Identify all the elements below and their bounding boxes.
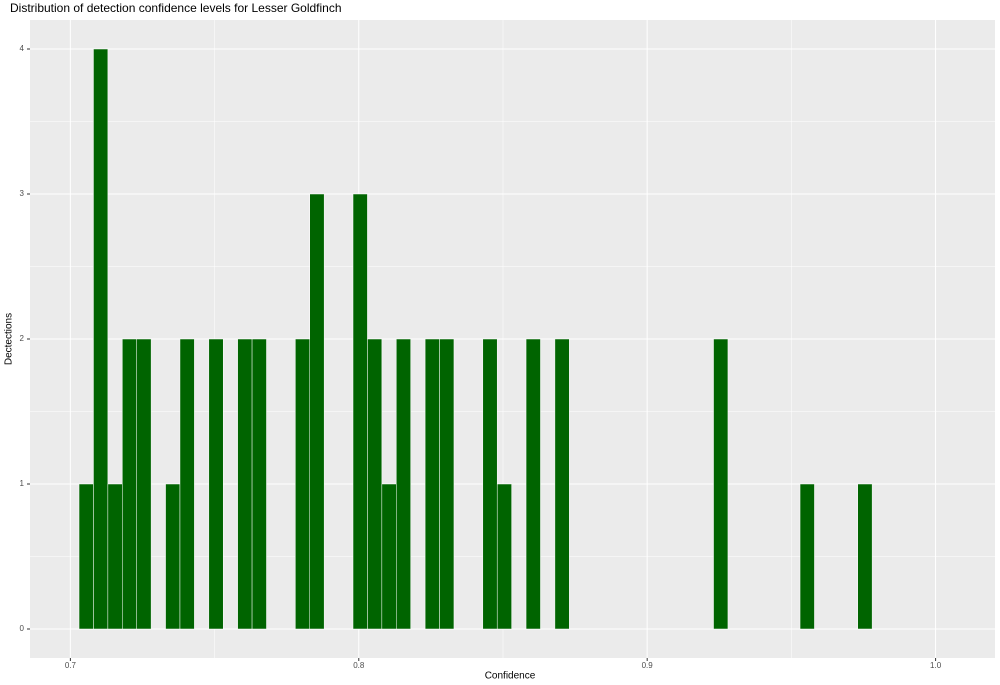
bar: [309, 193, 325, 630]
bar: [396, 338, 411, 630]
bar: [136, 338, 152, 630]
bar: [367, 338, 383, 630]
x-tick-label: 0.8: [353, 661, 365, 670]
y-tick-label: 0: [20, 624, 25, 633]
bar: [439, 338, 455, 630]
bar: [93, 48, 109, 630]
bar: [107, 483, 123, 630]
bar: [482, 338, 498, 630]
x-tick-label: 0.7: [65, 661, 77, 670]
x-tick-label: 0.9: [642, 661, 654, 670]
chart-title: Distribution of detection confidence lev…: [10, 1, 342, 15]
bar: [496, 483, 512, 630]
bars: [78, 48, 873, 630]
bar: [208, 338, 224, 630]
x-axis-title: Confidence: [485, 671, 536, 682]
bar: [525, 338, 541, 630]
bar: [295, 338, 311, 630]
y-tick-label: 3: [20, 189, 25, 198]
bar: [424, 338, 440, 630]
bar: [237, 338, 253, 630]
bar: [122, 338, 137, 630]
bar: [381, 483, 397, 630]
bar: [857, 483, 873, 630]
bar: [165, 483, 181, 630]
bar: [251, 338, 267, 630]
ticks: 0 1 2 3 4 0.7 0.8 0.9 1.0: [20, 44, 942, 670]
bar: [799, 483, 815, 630]
bar: [713, 338, 729, 630]
y-tick-label: 1: [20, 479, 25, 488]
y-tick-label: 2: [20, 334, 25, 343]
bar: [179, 338, 195, 630]
bar: [78, 483, 94, 630]
y-tick-label: 4: [20, 44, 25, 53]
bar: [352, 193, 368, 630]
y-axis-title: Dectections: [4, 313, 15, 365]
bar: [554, 338, 570, 630]
x-tick-label: 1.0: [930, 661, 942, 670]
